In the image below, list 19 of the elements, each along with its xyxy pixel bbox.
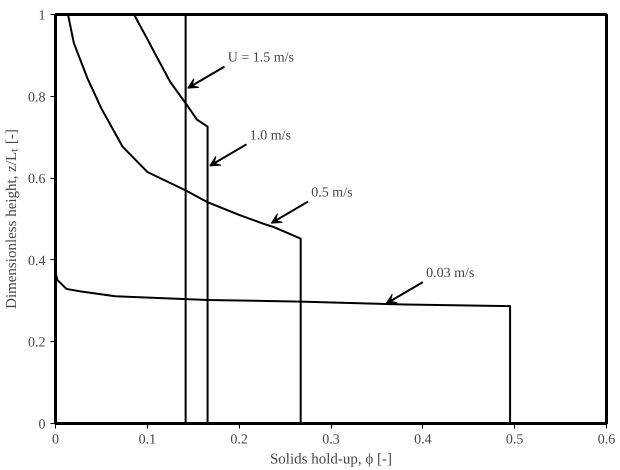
x-axis-title: Solids hold-up, ϕ [-] — [270, 452, 392, 468]
x-tick-label: 0.2 — [230, 432, 248, 448]
annotation: U = 1.5 m/s — [228, 50, 294, 66]
annotation: 0.03 m/s — [426, 266, 474, 282]
y-tick-label: 0 — [38, 418, 46, 432]
y-tick-label: 0.8 — [28, 90, 46, 106]
y-tick-label: 0.4 — [28, 254, 46, 269]
y-tick-label: 1 — [38, 8, 46, 24]
x-tick-label: 0 — [52, 432, 59, 448]
y-tick-label: 0.2 — [28, 336, 46, 351]
x-tick-label: 0.4 — [414, 432, 432, 448]
x-tick-label: 0.5 — [506, 432, 524, 448]
y-tick-label: 0.6 — [28, 172, 46, 188]
x-tick-label: 0.1 — [138, 432, 156, 448]
x-tick-label: 0.3 — [322, 432, 340, 448]
annotation: 1.0 m/s — [250, 128, 292, 144]
y-axis-title: Dimensionless height, z/Lₜ [-] — [4, 129, 20, 309]
x-tick-label: 0.6 — [598, 432, 616, 448]
annotation: 0.5 m/s — [311, 186, 353, 201]
